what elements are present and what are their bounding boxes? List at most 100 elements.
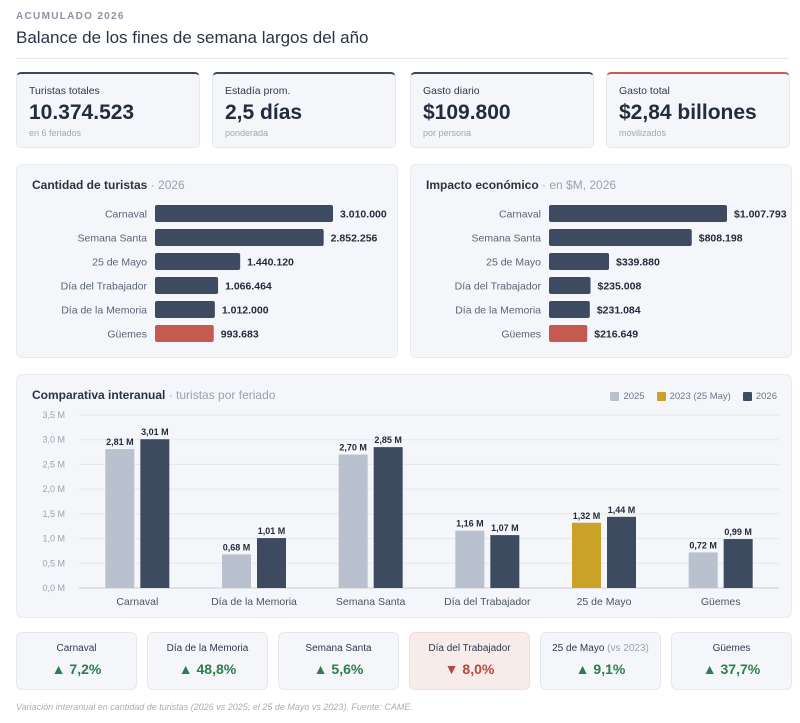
- bar: [155, 205, 333, 222]
- bar-value-label: 1.012.000: [222, 305, 269, 317]
- x-tick-label: Güemes: [701, 596, 741, 608]
- variation-value: ▲ 5,6%: [313, 661, 364, 677]
- bar: [549, 301, 590, 318]
- variation-name: Carnaval: [56, 643, 97, 654]
- header-divider: [16, 58, 788, 59]
- kpi-value: $109.800: [423, 101, 511, 124]
- panel-title-main: Impacto económico: [426, 178, 539, 192]
- variation-name: Semana Santa: [305, 643, 372, 654]
- y-tick-label: 3,0 M: [42, 435, 65, 445]
- panel-title-sub: · en $M, 2026: [538, 178, 617, 192]
- variation-name: Día del Trabajador: [428, 643, 511, 654]
- page-title: Balance de los fines de semana largos de…: [16, 28, 369, 47]
- bar: [549, 325, 588, 342]
- kpi-label: Gasto total: [619, 85, 670, 97]
- bar: [549, 229, 692, 246]
- bar-previous: [688, 552, 718, 588]
- legend-label: 2026: [755, 391, 777, 402]
- legend-item: 2025: [610, 391, 645, 402]
- tourists-panel-title: Cantidad de turistas · 2026: [32, 178, 185, 192]
- bar-value-label: $216.649: [594, 329, 638, 341]
- bar: [549, 253, 610, 270]
- bar-category-label: Güemes: [107, 329, 147, 341]
- bar-category-label: Día de la Memoria: [455, 305, 541, 317]
- bar-category-label: Carnaval: [499, 209, 541, 221]
- kpi-sub: movilizados: [619, 128, 667, 138]
- bar: [549, 277, 591, 294]
- variation-value: ▼ 8,0%: [444, 661, 495, 677]
- bar-category-label: 25 de Mayo: [92, 257, 147, 269]
- bar-category-label: 25 de Mayo: [486, 257, 541, 269]
- bar-value-label: 1,44 M: [608, 505, 636, 515]
- bar: [155, 253, 241, 270]
- y-tick-label: 0,0 M: [42, 583, 65, 593]
- bar-value-label: 1.066.464: [225, 281, 272, 293]
- bar-2026: [723, 539, 753, 588]
- variation-label: Día del Trabajador: [410, 643, 529, 654]
- bar-value-label: 0,99 M: [724, 527, 752, 537]
- bar-value-label: $231.084: [597, 305, 641, 317]
- variation-card-carnaval: Carnaval ▲ 7,2%: [16, 632, 137, 690]
- bar-value-label: 1,07 M: [491, 523, 519, 533]
- variation-label: Semana Santa: [279, 643, 398, 654]
- bar-value-label: 2.852.256: [331, 233, 378, 245]
- variation-value: ▲ 48,8%: [178, 661, 237, 677]
- bar-category-label: Semana Santa: [472, 233, 542, 245]
- bar-value-label: 993.683: [221, 329, 259, 341]
- bar: [155, 277, 219, 294]
- bar-value-label: $1.007.793: [734, 209, 787, 221]
- bar-category-label: Día del Trabajador: [455, 281, 542, 293]
- impact-panel: Impacto económico · en $M, 2026 Carnaval…: [410, 164, 792, 358]
- variation-suffix: (vs 2023): [604, 643, 649, 654]
- kpi-label: Gasto diario: [423, 85, 480, 97]
- panel-title-sub: · 2026: [147, 178, 185, 192]
- bar-category-label: Semana Santa: [78, 233, 148, 245]
- bar: [549, 205, 727, 222]
- bar-value-label: 1,32 M: [573, 511, 601, 521]
- kpi-sub: en 6 feriados: [29, 128, 82, 138]
- bar-value-label: $339.880: [616, 257, 660, 269]
- legend-item: 2023 (25 May): [656, 391, 731, 402]
- bar-2026: [607, 516, 636, 588]
- impact-bar-chart: Carnaval $1.007.793 Semana Santa $808.198 25…: [455, 205, 787, 342]
- panel-title-main: Cantidad de turistas: [32, 178, 148, 192]
- bar-2026: [373, 447, 403, 588]
- legend-swatch: [742, 392, 752, 401]
- bar-previous: [338, 454, 368, 588]
- y-tick-label: 2,5 M: [42, 459, 65, 469]
- bar-value-label: 1,16 M: [456, 519, 484, 529]
- bar-2026: [490, 535, 520, 588]
- legend-swatch: [610, 392, 620, 401]
- bar: [155, 229, 324, 246]
- tourists-bar-chart: Carnaval 3.010.000 Semana Santa 2.852.256 25…: [61, 205, 387, 342]
- variation-name: Día de la Memoria: [166, 643, 249, 654]
- panel-title-main: Comparativa interanual: [32, 388, 166, 402]
- eyebrow-label: ACUMULADO 2026: [16, 11, 125, 22]
- bar-value-label: $808.198: [699, 233, 743, 245]
- bar: [155, 301, 215, 318]
- tourists-panel: Cantidad de turistas · 2026 Carnaval 3.01…: [16, 164, 398, 358]
- variation-name: 25 de Mayo: [552, 643, 605, 654]
- bar-value-label: 3.010.000: [340, 209, 387, 221]
- bar-value-label: 0,68 M: [223, 542, 251, 552]
- y-tick-label: 0,5 M: [42, 558, 65, 568]
- x-tick-label: Día del Trabajador: [444, 596, 531, 608]
- kpi-label: Turistas totales: [29, 85, 100, 97]
- bar: [155, 325, 214, 342]
- bar-category-label: Día del Trabajador: [61, 281, 148, 293]
- variation-label: Día de la Memoria: [148, 643, 267, 654]
- legend-label: 2023 (25 May): [669, 391, 731, 402]
- kpi-card-daily-spend: Gasto diario $109.800 por persona: [410, 72, 594, 148]
- variation-card-guemes: Güemes ▲ 37,7%: [671, 632, 792, 690]
- bar-previous: [105, 449, 135, 588]
- kpi-card-total-spend: Gasto total $2,84 billones movilizados: [606, 72, 790, 148]
- bar-category-label: Güemes: [501, 329, 541, 341]
- comparison-panel-title: Comparativa interanual · turistas por fe…: [32, 388, 275, 402]
- variation-card-trabajador: Día del Trabajador ▼ 8,0%: [409, 632, 530, 690]
- variation-value: ▲ 7,2%: [51, 661, 102, 677]
- kpi-card-stay: Estadía prom. 2,5 días ponderada: [212, 72, 396, 148]
- kpi-sub: por persona: [423, 128, 472, 138]
- bar-value-label: 0,72 M: [689, 540, 717, 550]
- bar-previous: [572, 522, 601, 588]
- bar-2026: [140, 439, 170, 588]
